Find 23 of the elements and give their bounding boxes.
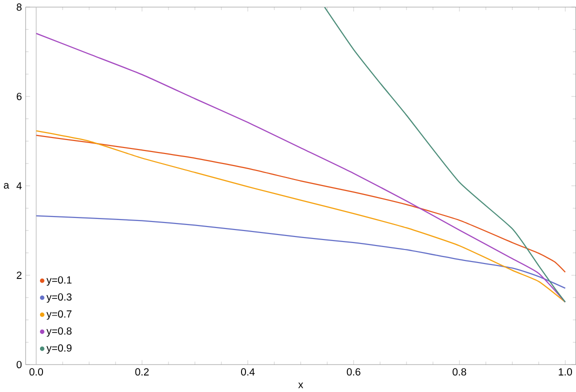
- line-series: [36, 130, 566, 303]
- legend-label: y=0.7: [46, 310, 72, 320]
- x-tick-label: 1.0: [558, 368, 572, 376]
- x-tick-label: 0.0: [29, 368, 43, 376]
- legend-label: y=0.9: [46, 344, 72, 354]
- line-series: [36, 135, 566, 273]
- x-tick-label: 0.8: [452, 368, 466, 376]
- y-axis-title: a: [4, 183, 10, 189]
- x-tick-label: 0.4: [241, 368, 255, 376]
- line-series: [36, 215, 566, 289]
- x-tick-label: 0.2: [135, 368, 149, 376]
- legend-label: y=0.3: [46, 294, 72, 303]
- line-series: [36, 33, 566, 303]
- x-tick-label: 0.6: [346, 368, 360, 376]
- legend-label: y=0.8: [46, 328, 72, 337]
- y-tick-label: 2: [16, 272, 22, 280]
- legend-label: y=0.1: [46, 276, 72, 286]
- x-axis-title: x: [298, 382, 304, 388]
- y-tick-label: 4: [16, 182, 22, 190]
- line-series: [324, 7, 566, 303]
- y-tick-label: 8: [16, 4, 22, 11]
- y-tick-label: 6: [16, 93, 22, 100]
- y-tick-label: 0: [16, 361, 22, 368]
